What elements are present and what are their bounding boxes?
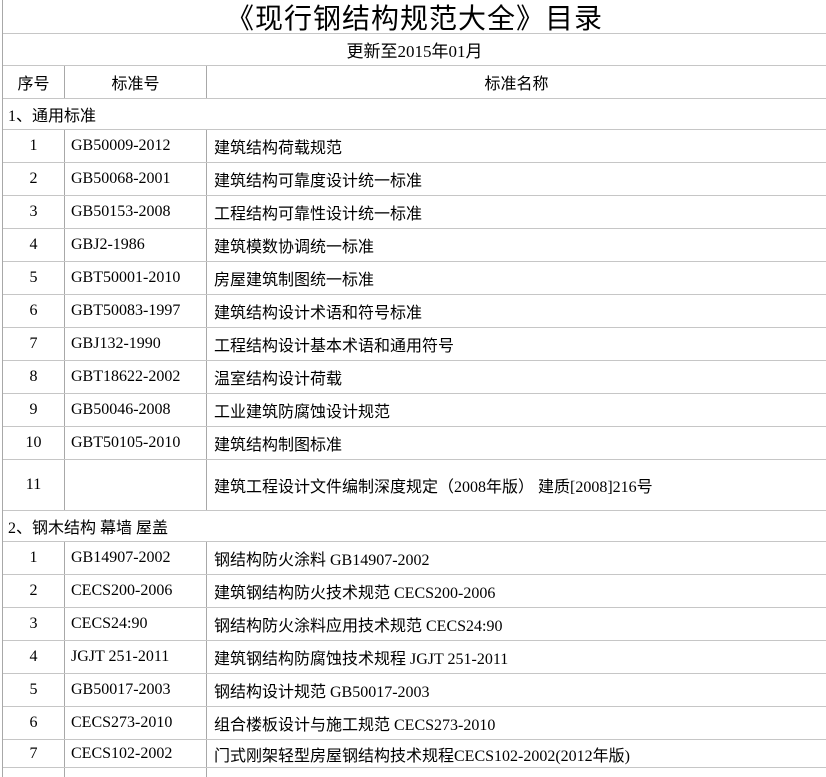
cell-serial-number: 7 [3, 328, 65, 360]
cell-standard-name: 建筑工程设计文件编制深度规定（2008年版） 建质[2008]216号 [214, 479, 653, 496]
header-standard-code: 标准号 [65, 66, 207, 98]
table-body: 1、通用标准 1 GB50009-2012 建筑结构荷载规范 2 GB50068-2001… [3, 99, 826, 768]
cell-standard-name: 组合楼板设计与施工规范 CECS273-2010 [214, 717, 496, 734]
table-row: 4 GBJ2-1986 建筑模数协调统一标准 [3, 229, 826, 262]
cell-standard-code: GBJ2-1986 [65, 229, 207, 261]
section-rows: 1 GB50009-2012 建筑结构荷载规范 2 GB50068-2001 建筑结构可靠… [3, 130, 826, 511]
cell-standard-code: GB50068-2001 [65, 163, 207, 195]
cell-serial-number: 4 [3, 641, 65, 673]
cell-standard-name: 房屋建筑制图统一标准 [214, 272, 375, 289]
cell-serial-number: 11 [3, 460, 65, 510]
cell-serial-number: 6 [3, 707, 65, 739]
table-row: 1 GB14907-2002 钢结构防火涂料 GB14907-2002 [3, 542, 826, 575]
table-row: 10 GBT50105-2010 建筑结构制图标准 [3, 427, 826, 460]
table-row: 5 GB50017-2003 钢结构设计规范 GB50017-2003 [3, 674, 826, 707]
header-standard-name: 标准名称 [484, 76, 549, 93]
cell-standard-name: 钢结构设计规范 GB50017-2003 [214, 684, 430, 701]
update-date-row: 更新至2015年01月 [3, 34, 826, 66]
table-row: 2 CECS200-2006 建筑钢结构防火技术规范 CECS200-2006 [3, 575, 826, 608]
cell-serial-number: 1 [3, 130, 65, 162]
table-row: 4 JGJT 251-2011 建筑钢结构防腐蚀技术规程 JGJT 251-2011 [3, 641, 826, 674]
section-header: 1、通用标准 [3, 99, 826, 130]
page-title-text: 《现行钢结构规范大全》目录 [225, 3, 603, 35]
cell-standard-code: CECS24:90 [65, 608, 207, 640]
cell-serial-number: 3 [3, 608, 65, 640]
update-date-text: 更新至2015年01月 [346, 42, 483, 61]
cell-standard-code: GBT50105-2010 [65, 427, 207, 459]
cell-serial-number: 7 [3, 740, 65, 767]
cell-standard-code: GB50009-2012 [65, 130, 207, 162]
table-header-row: 序号 标准号 标准名称 [3, 66, 826, 99]
section-header: 2、钢木结构 幕墙 屋盖 [3, 511, 826, 542]
cell-standard-code: JGJT 251-2011 [65, 641, 207, 673]
cell-standard-code [65, 768, 207, 777]
table-row: 8 GBT18622-2002 温室结构设计荷载 [3, 361, 826, 394]
page-title: 《现行钢结构规范大全》目录 [3, 0, 826, 35]
cell-standard-name: 建筑钢结构防腐蚀技术规程 JGJT 251-2011 [214, 651, 509, 668]
cell-standard-code: GB14907-2002 [65, 542, 207, 574]
table-row: 2 GB50068-2001 建筑结构可靠度设计统一标准 [3, 163, 826, 196]
cell-serial-number: 8 [3, 361, 65, 393]
cell-serial-number: 4 [3, 229, 65, 261]
table-row: 3 CECS24:90 钢结构防火涂料应用技术规范 CECS24:90 [3, 608, 826, 641]
cell-standard-name: 工程结构设计基本术语和通用符号 [214, 338, 455, 355]
cell-standard-name: 建筑结构制图标准 [214, 437, 343, 454]
cell-standard-name: 建筑模数协调统一标准 [214, 239, 375, 256]
section-rows: 1 GB14907-2002 钢结构防火涂料 GB14907-2002 2 CECS20… [3, 542, 826, 768]
cell-standard-code: GB50153-2008 [65, 196, 207, 228]
cell-serial-number: 5 [3, 674, 65, 706]
cell-standard-name [207, 768, 826, 777]
cell-standard-code: CECS102-2002 [65, 740, 207, 767]
cell-standard-name: 钢结构防火涂料 GB14907-2002 [214, 552, 430, 569]
cell-standard-name: 钢结构防火涂料应用技术规范 CECS24:90 [214, 618, 503, 635]
cell-standard-name: 温室结构设计荷载 [214, 371, 343, 388]
cell-standard-name: 建筑钢结构防火技术规范 CECS200-2006 [214, 585, 496, 602]
cell-serial-number: 5 [3, 262, 65, 294]
cell-standard-name: 建筑结构可靠度设计统一标准 [214, 173, 423, 190]
table-row: 6 CECS273-2010 组合楼板设计与施工规范 CECS273-2010 [3, 707, 826, 740]
table-row: 3 GB50153-2008 工程结构可靠性设计统一标准 [3, 196, 826, 229]
table-row: 11 建筑工程设计文件编制深度规定（2008年版） 建质[2008]216号 [3, 460, 826, 511]
cell-serial-number: 3 [3, 196, 65, 228]
table-row: 9 GB50046-2008 工业建筑防腐蚀设计规范 [3, 394, 826, 427]
cell-standard-code: GBT50083-1997 [65, 295, 207, 327]
table-row: 6 GBT50083-1997 建筑结构设计术语和符号标准 [3, 295, 826, 328]
cell-standard-name: 建筑结构设计术语和符号标准 [214, 305, 423, 322]
cell-serial-number: 2 [3, 575, 65, 607]
cell-standard-code: GBT50001-2010 [65, 262, 207, 294]
partial-row [3, 768, 826, 777]
header-serial-number: 序号 [3, 66, 65, 98]
cell-serial-number: 6 [3, 295, 65, 327]
table-row: 7 CECS102-2002 门式刚架轻型房屋钢结构技术规程CECS102-2002… [3, 740, 826, 768]
cell-standard-code: CECS273-2010 [65, 707, 207, 739]
cell-standard-name: 门式刚架轻型房屋钢结构技术规程CECS102-2002(2012年版) [214, 747, 631, 765]
cell-serial-number: 9 [3, 394, 65, 426]
cell-standard-name: 建筑结构荷载规范 [214, 140, 343, 157]
cell-standard-code: CECS200-2006 [65, 575, 207, 607]
cell-serial-number [3, 768, 65, 777]
cell-standard-code: GBT18622-2002 [65, 361, 207, 393]
cell-standard-code: GBJ132-1990 [65, 328, 207, 360]
cell-serial-number: 1 [3, 542, 65, 574]
table-row: 5 GBT50001-2010 房屋建筑制图统一标准 [3, 262, 826, 295]
cell-serial-number: 2 [3, 163, 65, 195]
cell-standard-code: GB50046-2008 [65, 394, 207, 426]
cell-standard-code: GB50017-2003 [65, 674, 207, 706]
cell-standard-name: 工业建筑防腐蚀设计规范 [214, 404, 391, 421]
cell-standard-name: 工程结构可靠性设计统一标准 [214, 206, 423, 223]
table-row: 7 GBJ132-1990 工程结构设计基本术语和通用符号 [3, 328, 826, 361]
table-row: 1 GB50009-2012 建筑结构荷载规范 [3, 130, 826, 163]
cell-standard-code [65, 460, 207, 510]
cell-serial-number: 10 [3, 427, 65, 459]
